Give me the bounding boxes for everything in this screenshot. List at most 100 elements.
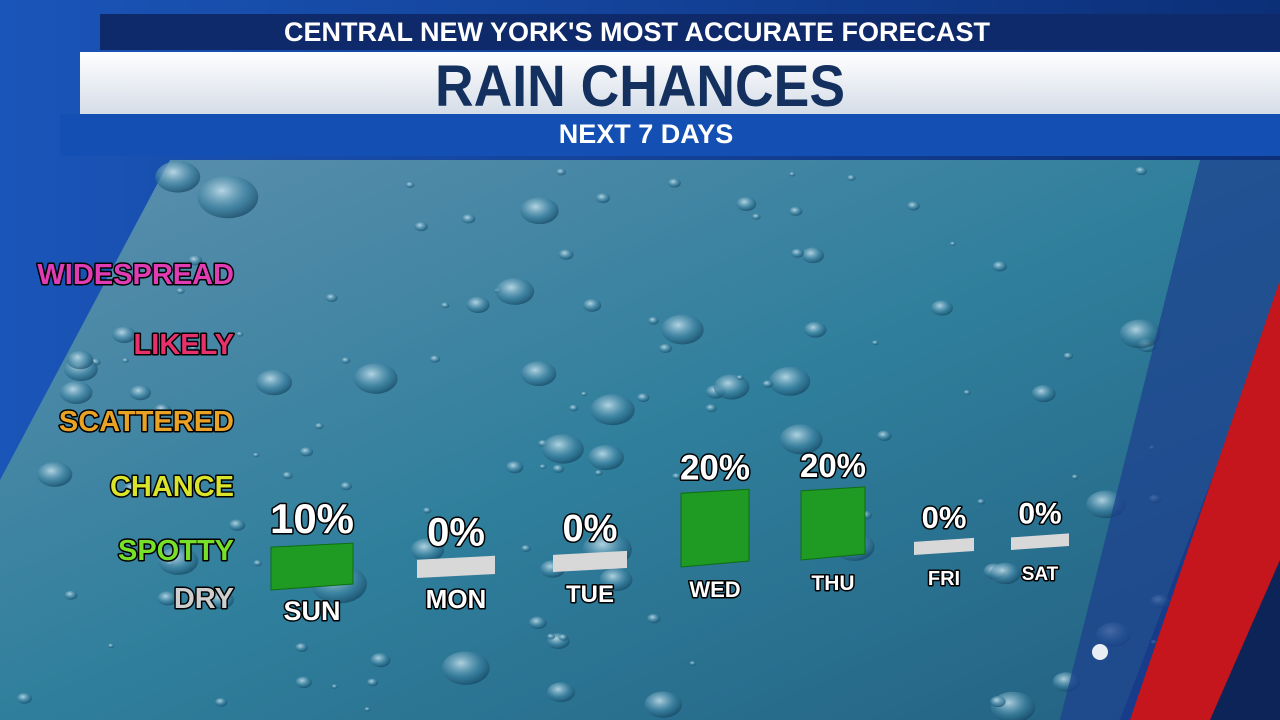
raindrop [907, 201, 920, 211]
raindrop [299, 447, 314, 457]
raindrop [214, 697, 228, 707]
raindrop [160, 343, 168, 349]
raindrop [441, 651, 490, 685]
value-label: 20% [680, 448, 750, 487]
raindrop [295, 676, 312, 689]
raindrop [752, 213, 761, 220]
raindrop [992, 261, 1007, 272]
raindrop [288, 616, 295, 621]
subtitle-band [60, 114, 1280, 156]
raindrop [667, 178, 681, 188]
raindrop [801, 247, 825, 264]
raindrop [253, 560, 263, 567]
raindrop [736, 375, 744, 380]
raindrop [558, 634, 568, 641]
raindrop [123, 482, 140, 494]
raindrop [282, 471, 293, 480]
raindrop [295, 642, 308, 652]
raindrop [1119, 319, 1161, 349]
raindrop [647, 613, 661, 624]
raindrop [594, 470, 603, 476]
bar [270, 542, 354, 591]
raindrop [189, 344, 198, 351]
raindrop [546, 682, 575, 703]
level-label: LIKELY [134, 329, 234, 361]
raindrop [990, 696, 1006, 708]
raindrop [405, 181, 415, 188]
raindrop [949, 241, 956, 246]
subtitle: NEXT 7 DAYS [559, 119, 734, 149]
flare [1092, 644, 1108, 660]
raindrop [506, 461, 524, 474]
raindrop [791, 248, 804, 258]
category-label: THU [811, 572, 854, 595]
raindrop [556, 168, 566, 176]
raindrop [314, 422, 324, 430]
raindrop [495, 277, 535, 305]
raindrop [366, 678, 379, 687]
raindrop [176, 287, 185, 294]
raindrop [410, 538, 445, 562]
raindrop [188, 255, 203, 266]
bar [680, 488, 750, 568]
raindrop [520, 197, 559, 225]
raindrop [197, 175, 259, 219]
raindrop [461, 214, 476, 224]
raindrop [207, 590, 234, 610]
raindrop [340, 482, 352, 491]
red-stripe [1130, 280, 1280, 720]
level-label: DRY [174, 583, 234, 615]
raindrop [341, 357, 351, 364]
raindrop [353, 363, 398, 394]
raindrop [154, 403, 171, 416]
raindrop [1071, 474, 1079, 480]
raindrop [595, 193, 611, 204]
raindrop [977, 499, 985, 505]
raindrop [429, 355, 441, 363]
raindrop [930, 300, 953, 316]
raindrop [713, 374, 750, 400]
raindrop [466, 296, 490, 313]
raindrop [871, 340, 879, 346]
raindrop [228, 519, 246, 531]
raindrop [582, 298, 602, 312]
level-label: CHANCE [110, 471, 234, 503]
raindrop [64, 590, 78, 600]
raindrop [552, 464, 565, 473]
value-label: 20% [800, 447, 866, 484]
raindrop [599, 568, 633, 592]
category-label: FRI [928, 568, 960, 590]
raindrop [590, 394, 635, 426]
raindrop [658, 343, 673, 354]
level-label: WIDESPREAD [37, 259, 234, 291]
title-band [80, 52, 1280, 114]
raindrop [66, 350, 94, 370]
level-label: SCATTERED [59, 406, 234, 438]
raindrop [580, 391, 588, 397]
raindrop [672, 473, 682, 480]
raindrop [558, 249, 574, 260]
raindrop [36, 462, 73, 487]
raindrop [648, 316, 659, 325]
raindrop [1134, 166, 1147, 176]
raindrop [644, 691, 682, 718]
raindrop [325, 293, 338, 302]
supertitle: CENTRAL NEW YORK'S MOST ACCURATE FORECAS… [284, 17, 990, 47]
raindrop [546, 633, 556, 640]
raindrop [588, 445, 624, 471]
raindrop [252, 452, 260, 458]
raindrop [847, 174, 856, 181]
plot: WIDESPREAD LIKELY SCATTERED CHANCE SPOTTY DRY… [36, 258, 1069, 628]
raindrop [963, 390, 971, 396]
zero-bar [1011, 533, 1069, 550]
raindrop [705, 404, 717, 413]
raindrop [520, 361, 557, 387]
raindrop [539, 464, 547, 470]
raindrop [122, 358, 129, 363]
raindrop [568, 404, 579, 412]
raindrop [636, 393, 650, 403]
raindrop [440, 302, 450, 309]
raindrop [112, 326, 136, 344]
raindrop [60, 381, 93, 404]
